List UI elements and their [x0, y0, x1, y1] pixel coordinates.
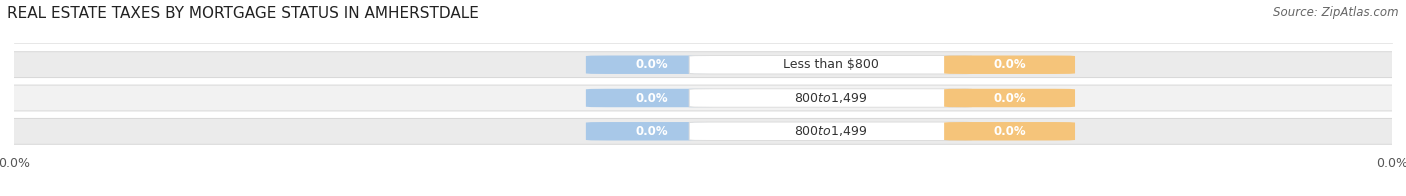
FancyBboxPatch shape [0, 85, 1406, 111]
Legend: Without Mortgage, With Mortgage: Without Mortgage, With Mortgage [571, 192, 835, 196]
FancyBboxPatch shape [945, 55, 1076, 74]
Text: 0.0%: 0.0% [993, 125, 1026, 138]
Text: 0.0%: 0.0% [993, 92, 1026, 104]
FancyBboxPatch shape [586, 55, 717, 74]
FancyBboxPatch shape [945, 122, 1076, 141]
Text: 0.0%: 0.0% [993, 58, 1026, 71]
Text: 0.0%: 0.0% [636, 125, 668, 138]
FancyBboxPatch shape [0, 52, 1406, 78]
Text: REAL ESTATE TAXES BY MORTGAGE STATUS IN AMHERSTDALE: REAL ESTATE TAXES BY MORTGAGE STATUS IN … [7, 6, 479, 21]
Text: Source: ZipAtlas.com: Source: ZipAtlas.com [1274, 6, 1399, 19]
Text: 0.0%: 0.0% [636, 58, 668, 71]
FancyBboxPatch shape [689, 55, 972, 74]
Text: Less than $800: Less than $800 [783, 58, 879, 71]
FancyBboxPatch shape [586, 89, 717, 107]
FancyBboxPatch shape [689, 122, 972, 141]
FancyBboxPatch shape [0, 118, 1406, 144]
Text: $800 to $1,499: $800 to $1,499 [794, 91, 868, 105]
FancyBboxPatch shape [689, 89, 972, 107]
Text: 0.0%: 0.0% [636, 92, 668, 104]
FancyBboxPatch shape [586, 122, 717, 141]
Text: $800 to $1,499: $800 to $1,499 [794, 124, 868, 138]
FancyBboxPatch shape [945, 89, 1076, 107]
